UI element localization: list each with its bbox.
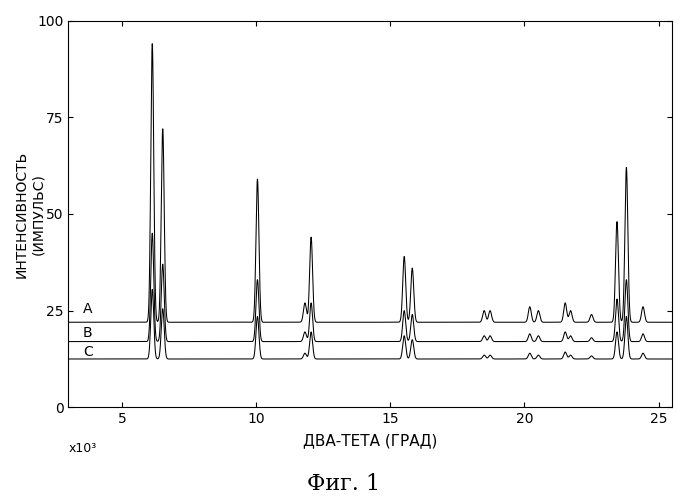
Text: Фиг. 1: Фиг. 1 bbox=[307, 473, 380, 495]
X-axis label: ДВА-ТЕТА (ГРАД): ДВА-ТЕТА (ГРАД) bbox=[303, 433, 438, 448]
Text: x10³: x10³ bbox=[68, 442, 97, 455]
Text: C: C bbox=[83, 345, 93, 359]
Text: A: A bbox=[83, 302, 93, 316]
Y-axis label: ИНТЕНСИВНОСТЬ
(ИМПУЛЬС): ИНТЕНСИВНОСТЬ (ИМПУЛЬС) bbox=[15, 150, 45, 278]
Text: B: B bbox=[83, 326, 93, 340]
